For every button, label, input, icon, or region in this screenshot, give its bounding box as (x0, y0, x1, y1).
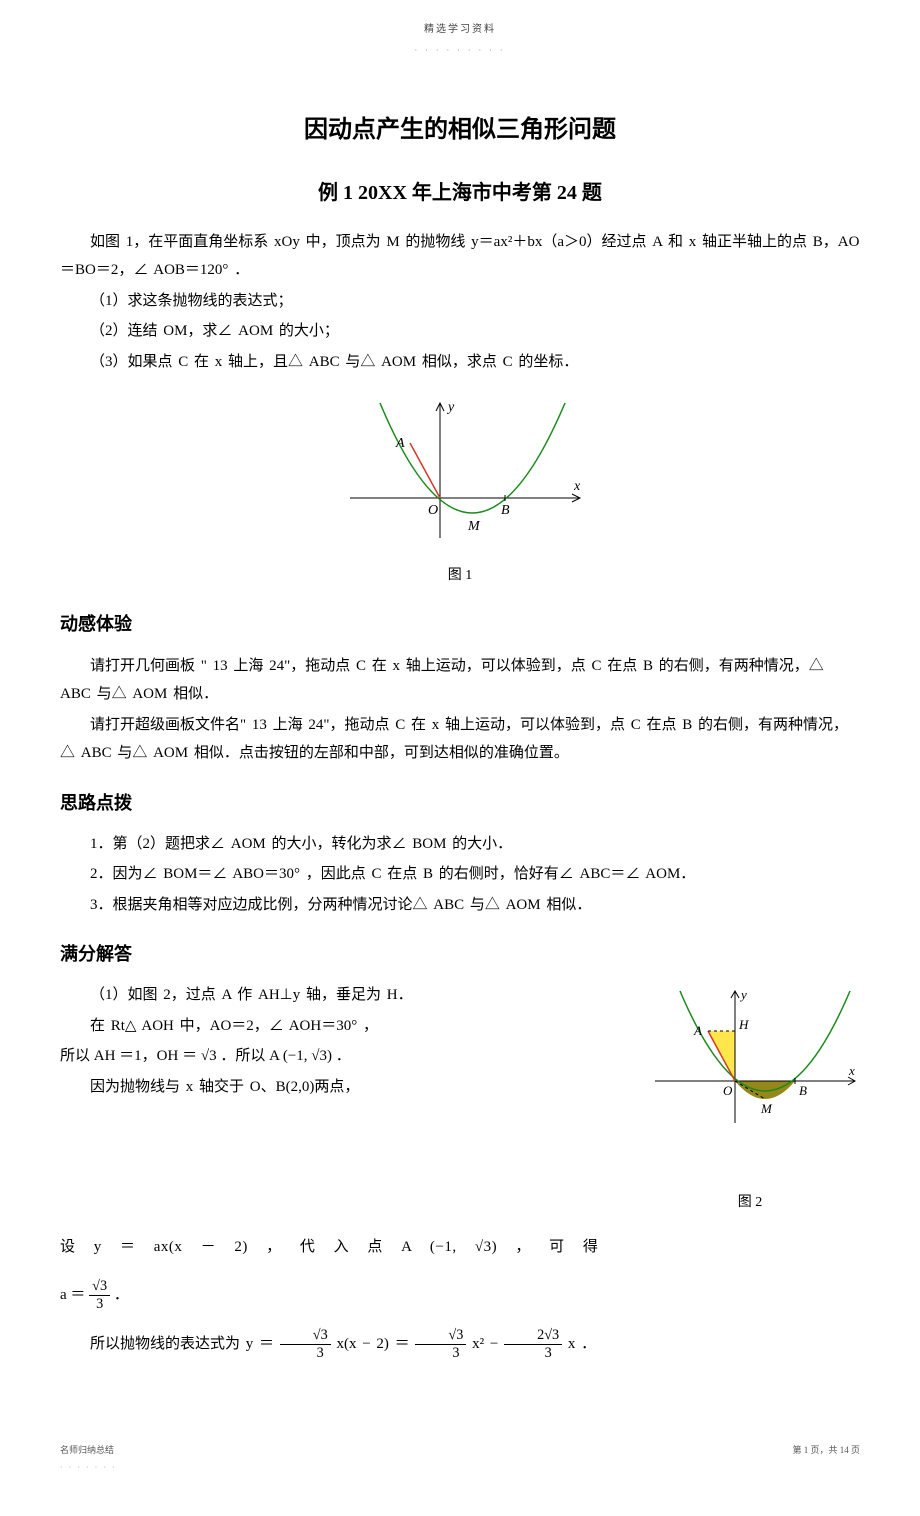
svg-text:y: y (739, 987, 747, 1002)
frac-sqrt3-3-b: √3 3 (280, 1327, 331, 1362)
figure-2-wrap: A H O B Mx y 图 2 (640, 981, 860, 1216)
problem-q3: （3）如果点 C 在 x 轴上，且△ ABC 与△ AOM 相似，求点 C 的坐… (60, 348, 860, 377)
footer-left-text: 名师归纳总结 (60, 1445, 114, 1455)
hint-3: 3．根据夹角相等对应边成比例，分两种情况讨论△ ABC 与△ AOM 相似． (60, 891, 860, 920)
sol-p7-mid1: x(x − 2) ＝ (336, 1336, 409, 1352)
sol-p7-mid2: x² − (472, 1336, 498, 1352)
frac-den: 3 (89, 1296, 110, 1313)
frac-den: 3 (504, 1345, 562, 1362)
figure-1-caption: 图 1 (60, 563, 860, 590)
sqrt3-a: √3 (201, 1042, 217, 1071)
frac-den: 3 (280, 1345, 331, 1362)
hint-1: 1．第（2）题把求∠ AOM 的大小，转化为求∠ BOM 的大小． (60, 830, 860, 859)
sol-p7: 所以抛物线的表达式为 y ＝ √3 3 x(x − 2) ＝ √3 3 x² −… (60, 1327, 860, 1362)
page-footer: 名师归纳总结 · · · · · · · 第 1 页，共 14 页 (60, 1442, 860, 1476)
svg-text:O: O (723, 1083, 733, 1098)
frac-num: √3 (415, 1327, 466, 1345)
frac-den: 3 (415, 1345, 466, 1362)
svg-text:B: B (501, 503, 510, 518)
section-dynamic-title: 动感体验 (60, 607, 860, 641)
sol-p6: a ＝ √3 3 ． (60, 1278, 860, 1313)
sol-p7-suf: x ． (568, 1336, 596, 1352)
page-header-dots: · · · · · · · · · (60, 43, 860, 58)
dynamic-p2: 请打开超级画板文件名" 13 上海 24"，拖动点 C 在 x 轴上运动，可以体… (60, 711, 860, 768)
frac-num: √3 (280, 1327, 331, 1345)
svg-text:M: M (467, 519, 481, 534)
sol-p5-suf: ， 可 得 (515, 1239, 598, 1255)
problem-intro: 如图 1，在平面直角坐标系 xOy 中，顶点为 M 的抛物线 y＝ax²＋bx（… (60, 228, 860, 285)
page-title: 因动点产生的相似三角形问题 (60, 108, 860, 154)
svg-text:H: H (738, 1017, 749, 1032)
hint-2: 2．因为∠ BOM＝∠ ABO＝30° ，因此点 C 在点 B 的右侧时，恰好有… (60, 860, 860, 889)
section-solution-title: 满分解答 (60, 937, 860, 971)
svg-text:O: O (428, 503, 438, 518)
svg-text:x: x (573, 479, 581, 494)
sol-p6-suf: ． (114, 1287, 129, 1303)
frac-num: 2√3 (504, 1327, 562, 1345)
frac-sqrt3-3-a: √3 3 (89, 1278, 110, 1313)
example-subtitle: 例 1 20XX 年上海市中考第 24 题 (60, 174, 860, 212)
problem-q1: （1）求这条抛物线的表达式； (60, 287, 860, 316)
sol-p6-pre: a ＝ (60, 1287, 85, 1303)
figure-1-svg: A O B Mx y (330, 388, 590, 548)
sol-p3-suffix: ． (336, 1048, 351, 1064)
svg-text:y: y (446, 400, 455, 415)
sol-p7-pre: 所以抛物线的表达式为 y ＝ (90, 1336, 274, 1352)
section-hint-title: 思路点拨 (60, 786, 860, 820)
sol-p3-mid: ．所以 A (220, 1048, 279, 1064)
sol-p5: 设 y ＝ ax(x － 2) ， 代 入 点 A (−1, √3) ， 可 得 (60, 1231, 860, 1264)
figure-1: A O B Mx y 图 1 (60, 388, 860, 589)
point-A-coord: (−1, √3) (283, 1048, 332, 1064)
svg-text:A: A (395, 436, 405, 451)
sol-p5-pre: 设 y ＝ ax(x － 2) ， 代 入 点 A (60, 1239, 412, 1255)
dynamic-p1: 请打开几何画板 " 13 上海 24"，拖动点 C 在 x 轴上运动，可以体验到… (60, 652, 860, 709)
footer-left-dots: · · · · · · · (60, 1463, 117, 1472)
point-A-coord-2: (−1, √3) (430, 1239, 497, 1255)
sol-p3-prefix: 所以 AH ＝1，OH ＝ (60, 1048, 197, 1064)
figure-2-svg: A H O B Mx y (640, 981, 860, 1131)
frac-sqrt3-3-c: √3 3 (415, 1327, 466, 1362)
svg-text:x: x (848, 1063, 855, 1078)
figure-2-caption: 图 2 (640, 1190, 860, 1217)
frac-2sqrt3-3: 2√3 3 (504, 1327, 562, 1362)
svg-text:B: B (799, 1083, 807, 1098)
svg-text:A: A (693, 1023, 702, 1038)
footer-right-text: 第 1 页，共 14 页 (792, 1442, 860, 1459)
frac-num: √3 (89, 1278, 110, 1296)
page-header-small: 精选学习资料 (60, 20, 860, 39)
svg-text:M: M (760, 1101, 773, 1116)
problem-q2: （2）连结 OM，求∠ AOM 的大小； (60, 317, 860, 346)
